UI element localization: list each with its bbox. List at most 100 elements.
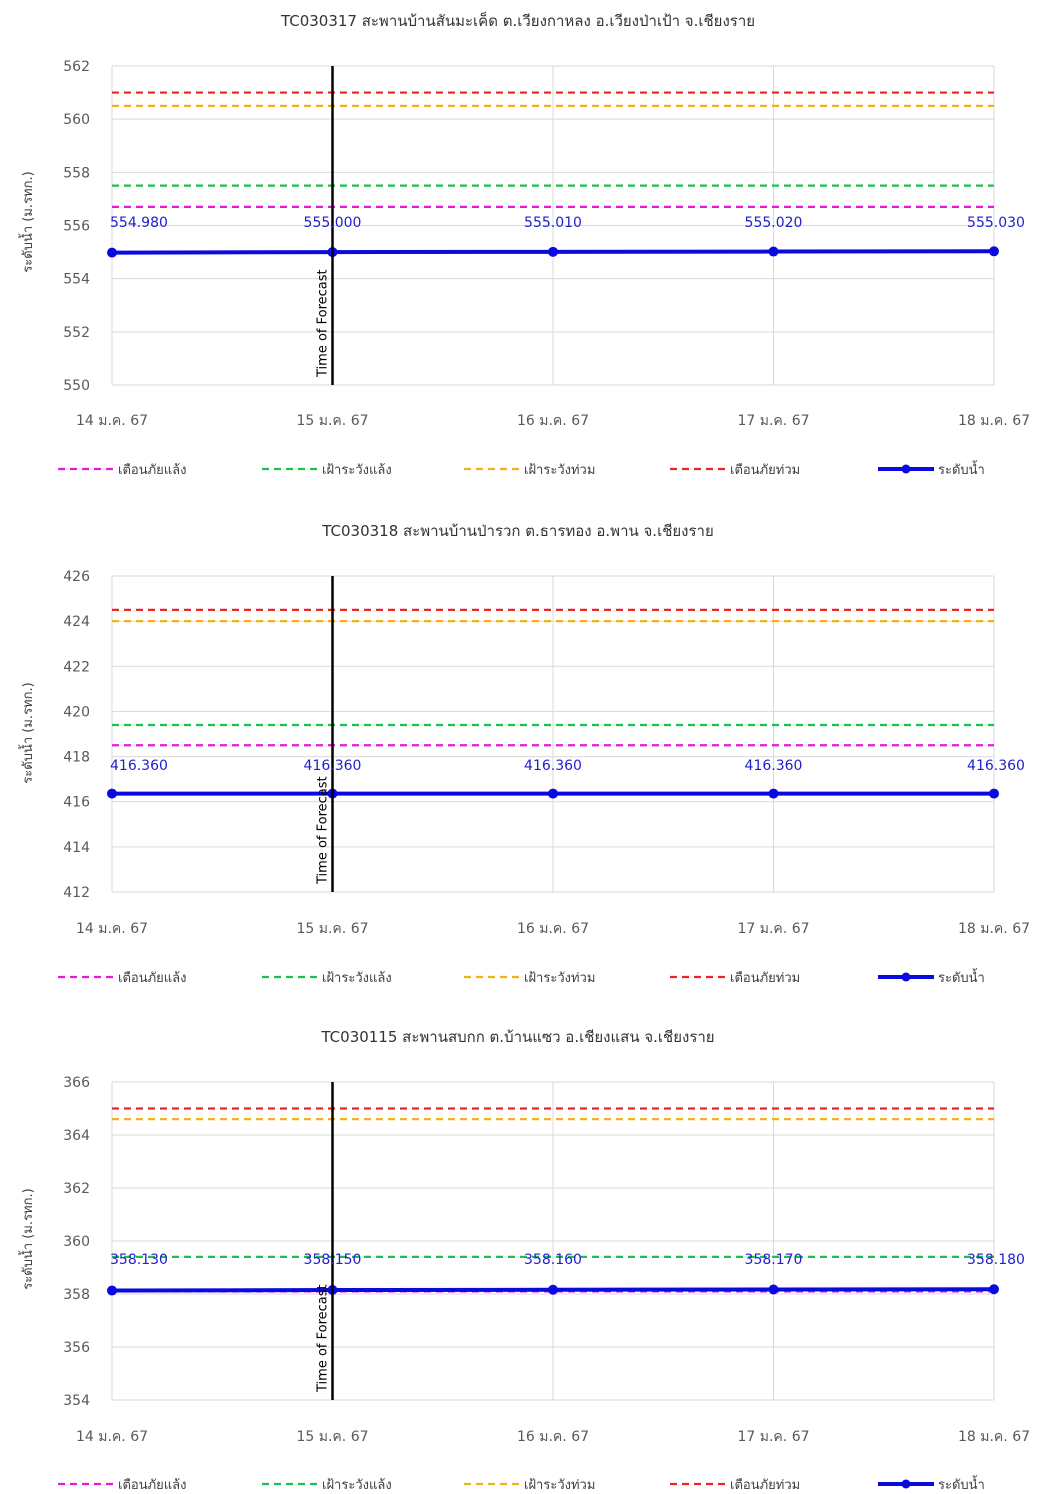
- water-level-data-label: 416.360: [304, 758, 362, 774]
- x-tick-label: 17 ม.ค. 67: [737, 413, 809, 429]
- legend-marker: [901, 464, 911, 474]
- legend-label: เฝ้าระวังท่วม: [524, 971, 595, 986]
- x-tick-label: 14 ม.ค. 67: [76, 1429, 148, 1445]
- y-tick-label: 420: [63, 704, 90, 720]
- y-tick-label: 550: [63, 378, 90, 394]
- y-tick-label: 426: [63, 569, 90, 585]
- x-tick-label: 16 ม.ค. 67: [517, 1429, 589, 1445]
- y-tick-label: 418: [63, 750, 90, 766]
- y-tick-label: 560: [63, 112, 90, 128]
- legend-label: เฝ้าระวังแล้ง: [322, 1478, 392, 1493]
- x-tick-label: 15 ม.ค. 67: [296, 921, 368, 937]
- y-axis-label: ระดับน้ำ (ม.รทก.): [18, 682, 36, 783]
- y-tick-label: 358: [63, 1287, 90, 1303]
- water-level-data-label: 358.170: [745, 1252, 803, 1268]
- y-tick-label: 554: [63, 272, 90, 288]
- legend-drought-warning: เตือนภัยแล้ง: [58, 970, 186, 986]
- y-axis-label: ระดับน้ำ (ม.รทก.): [18, 1188, 36, 1289]
- y-tick-label: 412: [63, 885, 90, 901]
- water-level-point: [107, 788, 117, 799]
- chart-title: TC030115 สะพานสบกก ต.บ้านแซว อ.เชียงแสน …: [320, 1028, 714, 1046]
- y-tick-label: 424: [63, 614, 90, 630]
- legend-water-level: ระดับน้ำ: [878, 460, 985, 478]
- water-level-point: [107, 247, 117, 258]
- water-level-point: [768, 246, 779, 257]
- y-tick-label: 354: [63, 1393, 90, 1409]
- legend-label: ระดับน้ำ: [938, 460, 985, 478]
- y-tick-label: 558: [63, 165, 90, 181]
- x-tick-label: 15 ม.ค. 67: [296, 1429, 368, 1445]
- water-level-data-label: 555.000: [304, 215, 362, 231]
- water-level-data-label: 416.360: [524, 758, 582, 774]
- chart-title: TC030317 สะพานบ้านสันมะเค็ด ต.เวียงกาหลง…: [280, 11, 755, 30]
- chart-tc030318: TC030318 สะพานบ้านป่ารวก ต.ธารทอง อ.พาน …: [18, 522, 1030, 986]
- legend-drought-watch: เฝ้าระวังแล้ง: [262, 971, 392, 986]
- x-tick-label: 14 ม.ค. 67: [76, 413, 148, 429]
- legend-label: เฝ้าระวังแล้ง: [322, 971, 392, 986]
- x-tick-label: 16 ม.ค. 67: [517, 921, 589, 937]
- water-level-data-label: 358.160: [524, 1252, 582, 1268]
- water-level-data-label: 416.360: [745, 758, 803, 774]
- forecast-time-label: Time of Forecast: [316, 776, 331, 885]
- y-tick-label: 364: [63, 1128, 90, 1144]
- legend-label: ระดับน้ำ: [938, 968, 985, 986]
- water-level-data-label: 554.980: [110, 215, 168, 231]
- water-level-point: [107, 1285, 117, 1296]
- legend-flood-watch: เฝ้าระวังท่วม: [464, 1478, 595, 1493]
- y-tick-label: 422: [63, 659, 90, 675]
- legend-flood-warning: เตือนภัยท่วม: [670, 1477, 800, 1493]
- legend-drought-watch: เฝ้าระวังแล้ง: [262, 463, 392, 478]
- forecast-time-label: Time of Forecast: [316, 269, 331, 378]
- legend-water-level: ระดับน้ำ: [878, 968, 985, 986]
- water-level-point: [768, 1284, 779, 1295]
- y-tick-label: 562: [63, 59, 90, 75]
- legend-flood-warning: เตือนภัยท่วม: [670, 970, 800, 986]
- legend-label: เฝ้าระวังท่วม: [524, 463, 595, 478]
- water-level-point: [989, 246, 999, 257]
- legend-flood-watch: เฝ้าระวังท่วม: [464, 463, 595, 478]
- water-level-data-label: 416.360: [967, 758, 1025, 774]
- water-level-point: [548, 246, 558, 257]
- legend-label: เตือนภัยแล้ง: [118, 970, 186, 986]
- legend-marker: [901, 1479, 911, 1489]
- water-level-data-label: 555.020: [745, 215, 803, 231]
- water-level-data-label: 555.030: [967, 215, 1025, 231]
- water-level-point: [768, 788, 779, 799]
- legend-label: เตือนภัยท่วม: [730, 1477, 800, 1493]
- x-tick-label: 18 ม.ค. 67: [958, 921, 1030, 937]
- legend-label: เตือนภัยแล้ง: [118, 1477, 186, 1493]
- y-axis-label: ระดับน้ำ (ม.รทก.): [18, 171, 36, 272]
- legend-label: เฝ้าระวังแล้ง: [322, 463, 392, 478]
- legend-drought-warning: เตือนภัยแล้ง: [58, 1477, 186, 1493]
- legend-label: ระดับน้ำ: [938, 1475, 985, 1493]
- water-level-point: [548, 788, 558, 799]
- y-tick-label: 552: [63, 325, 90, 341]
- x-tick-label: 17 ม.ค. 67: [737, 1429, 809, 1445]
- y-tick-label: 366: [63, 1075, 90, 1091]
- x-tick-label: 16 ม.ค. 67: [517, 413, 589, 429]
- legend-marker: [901, 972, 911, 982]
- water-level-data-label: 555.010: [524, 215, 582, 231]
- y-tick-label: 360: [63, 1234, 90, 1250]
- y-tick-label: 414: [63, 840, 90, 856]
- water-level-point: [548, 1284, 558, 1295]
- water-level-point: [989, 1284, 999, 1295]
- water-level-data-label: 358.130: [110, 1252, 168, 1268]
- x-tick-label: 18 ม.ค. 67: [958, 1429, 1030, 1445]
- legend-water-level: ระดับน้ำ: [878, 1475, 985, 1493]
- water-level-data-label: 358.180: [967, 1252, 1025, 1268]
- water-level-data-label: 358.150: [304, 1252, 362, 1268]
- water-level-data-label: 416.360: [110, 758, 168, 774]
- chart-tc030317: TC030317 สะพานบ้านสันมะเค็ด ต.เวียงกาหลง…: [18, 11, 1030, 478]
- legend-label: เตือนภัยแล้ง: [118, 462, 186, 478]
- legend-label: เตือนภัยท่วม: [730, 462, 800, 478]
- x-tick-label: 17 ม.ค. 67: [737, 921, 809, 937]
- y-tick-label: 556: [63, 219, 90, 235]
- legend-flood-warning: เตือนภัยท่วม: [670, 462, 800, 478]
- y-tick-label: 362: [63, 1181, 90, 1197]
- chart-tc030115: TC030115 สะพานสบกก ต.บ้านแซว อ.เชียงแสน …: [18, 1028, 1030, 1493]
- legend-label: เตือนภัยท่วม: [730, 970, 800, 986]
- legend-drought-warning: เตือนภัยแล้ง: [58, 462, 186, 478]
- legend-flood-watch: เฝ้าระวังท่วม: [464, 971, 595, 986]
